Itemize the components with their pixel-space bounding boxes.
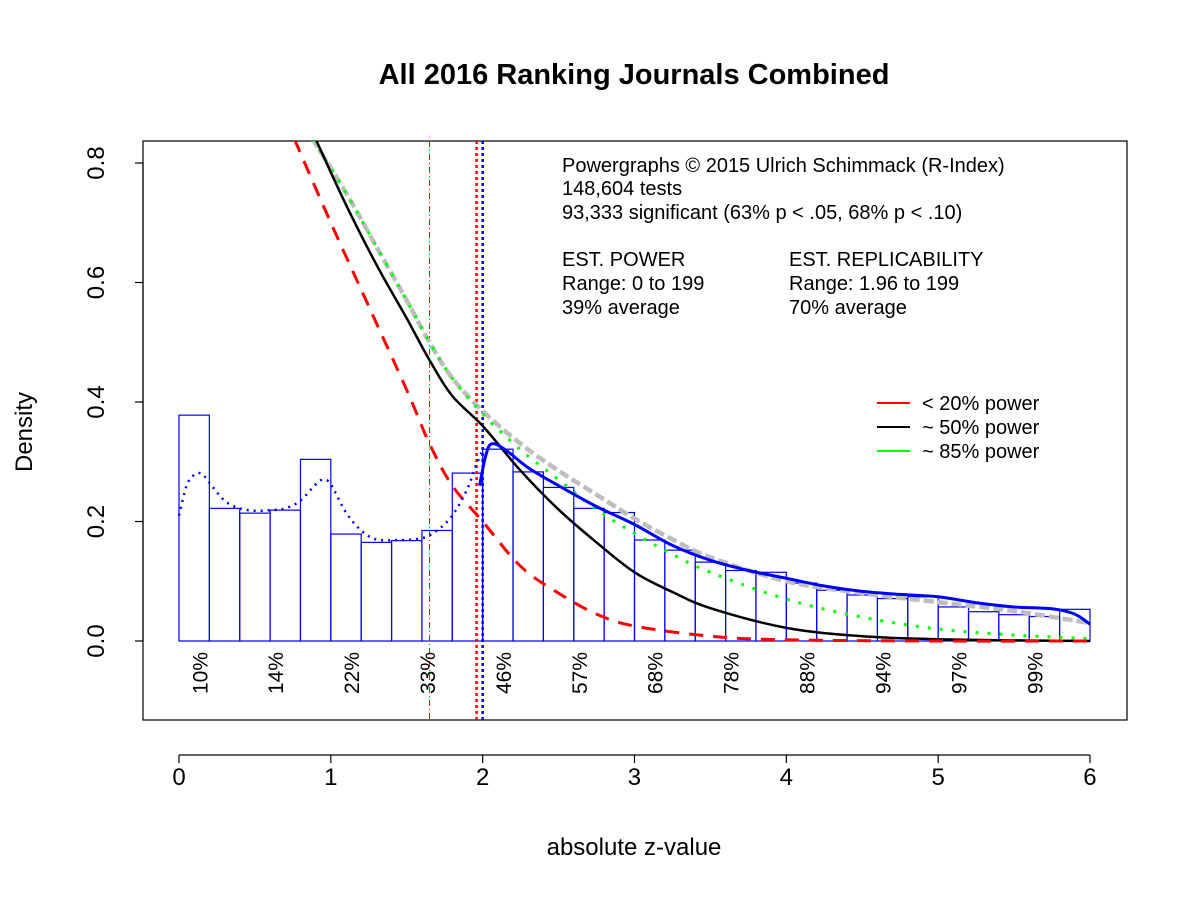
replicability-average: 70% average xyxy=(789,297,907,319)
power-range: Range: 0 to 199 xyxy=(562,273,704,295)
y-axis-label: Density xyxy=(11,392,38,472)
power-label: 46% xyxy=(493,652,516,694)
histogram-bar xyxy=(421,529,453,642)
power-average: 39% average xyxy=(562,297,680,319)
legend-label: ~ 50% power xyxy=(922,417,1040,439)
curve-red-dashed xyxy=(293,141,1090,643)
annotation-block: Powergraphs © 2015 Ulrich Schimmack (R-I… xyxy=(562,155,1005,319)
y-axis: 0.0 0.2 0.4 0.6 0.8 xyxy=(83,146,144,658)
histogram-bar xyxy=(390,540,423,642)
tests-text: 148,604 tests xyxy=(562,178,682,200)
x-axis: 0 1 2 3 4 5 6 xyxy=(172,754,1097,791)
power-label: 22% xyxy=(341,652,364,694)
power-label: 94% xyxy=(872,652,895,694)
histogram-bar xyxy=(512,471,544,642)
y-tick-label: 0.2 xyxy=(83,505,110,538)
power-label: 68% xyxy=(645,652,668,694)
x-tick-label: 1 xyxy=(324,764,337,791)
power-label: 88% xyxy=(797,652,820,694)
power-label: 33% xyxy=(417,652,440,694)
vertical-reference-lines xyxy=(429,141,484,720)
power-label: 57% xyxy=(569,652,592,694)
power-label: 78% xyxy=(721,652,744,694)
power-label: 14% xyxy=(265,652,288,694)
histogram-bar xyxy=(937,606,970,642)
power-heading: EST. POWER xyxy=(562,249,685,271)
legend-label: < 20% power xyxy=(922,393,1040,415)
histogram-bar xyxy=(269,509,302,642)
histogram-bar xyxy=(178,414,210,642)
x-tick-label: 0 xyxy=(172,764,185,791)
x-tick-label: 4 xyxy=(780,764,793,791)
x-tick-label: 5 xyxy=(931,764,944,791)
histogram-bar xyxy=(755,571,787,642)
legend: < 20% power ~ 50% power ~ 85% power xyxy=(877,393,1040,463)
power-label: 97% xyxy=(948,652,971,694)
histogram-bar xyxy=(330,533,362,642)
histogram-bar xyxy=(360,541,393,642)
histogram-bar xyxy=(907,596,939,642)
significant-text: 93,333 significant (63% p < .05, 68% p <… xyxy=(562,202,962,224)
histogram-bar xyxy=(694,561,727,642)
histogram-bar xyxy=(299,458,332,642)
curve-black-solid xyxy=(315,141,1090,643)
legend-label: ~ 85% power xyxy=(922,441,1040,463)
y-tick-label: 0.8 xyxy=(83,146,110,179)
y-tick-label: 0.6 xyxy=(83,266,110,299)
density-curves xyxy=(177,141,1091,643)
histogram-bar xyxy=(208,507,241,642)
x-tick-label: 6 xyxy=(1083,764,1096,791)
power-label: 99% xyxy=(1024,652,1047,694)
power-labels: 10% 14% 22% 33% 46% 57% 68% 78% 88% 94% 97% 99% xyxy=(189,652,1047,694)
histogram-bar xyxy=(846,594,879,642)
histogram-bar xyxy=(239,512,271,642)
y-tick-label: 0.0 xyxy=(83,624,110,657)
curve-blue-solid xyxy=(478,442,1091,626)
x-tick-label: 3 xyxy=(628,764,641,791)
chart-title: All 2016 Ranking Journals Combined xyxy=(379,59,890,91)
credit-text: Powergraphs © 2015 Ulrich Schimmack (R-I… xyxy=(562,155,1005,177)
histogram-bar xyxy=(633,539,666,642)
y-tick-label: 0.4 xyxy=(83,385,110,418)
histogram-bar xyxy=(451,472,484,642)
histogram-bar xyxy=(1028,615,1061,642)
curve-gray-dashed xyxy=(311,141,1091,626)
histogram-bar xyxy=(967,611,1000,642)
replicability-range: Range: 1.96 to 199 xyxy=(789,273,959,295)
replicability-heading: EST. REPLICABILITY xyxy=(789,249,984,271)
x-tick-label: 2 xyxy=(476,764,489,791)
histogram-bar xyxy=(482,448,514,642)
x-axis-label: absolute z-value xyxy=(547,834,722,861)
power-label: 10% xyxy=(189,652,212,694)
